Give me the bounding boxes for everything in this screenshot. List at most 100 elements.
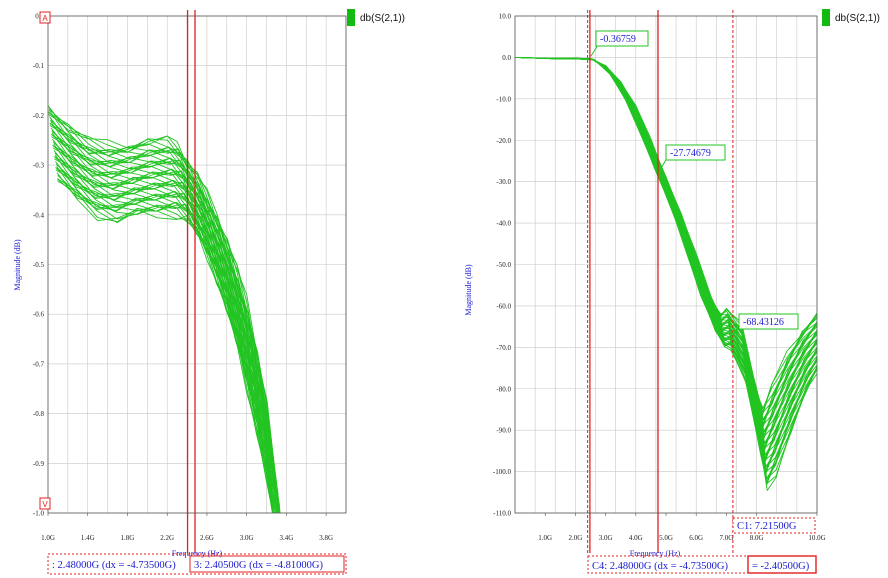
x-tick-label: 1.8G <box>121 534 135 542</box>
series-trace <box>515 56 817 428</box>
y-tick-label: -60.0 <box>496 302 511 310</box>
y-tick-label: -0.1 <box>33 62 45 70</box>
y-tick-label: -110.0 <box>493 510 511 518</box>
right-plot-frame <box>514 15 818 514</box>
left-bottom-flag[interactable]: V <box>39 497 51 510</box>
marker-3[interactable]: -68.43126 <box>732 313 799 336</box>
x-tick-label: 1.0G <box>538 534 552 542</box>
y-tick-label: -80.0 <box>496 385 511 393</box>
y-tick-label: -20.0 <box>496 137 511 145</box>
series-trace <box>516 56 817 433</box>
x-tick-label: 1.4G <box>81 534 95 542</box>
y-tick-label: -0.3 <box>33 162 45 170</box>
y-tick-label: -0.9 <box>33 460 45 468</box>
series-trace <box>49 116 279 496</box>
series-trace <box>516 56 817 437</box>
x-tick-label: 10.0G <box>808 534 825 542</box>
right-chart: 10.0 0.0 -10.0 -20.0 -30.0 -40.0 -50.0 -60.0 -70… <box>464 9 880 574</box>
series-trace <box>517 56 817 449</box>
left-readout-2: 3: 2.40500G (dx = -4.81000G) <box>194 560 323 571</box>
series-trace <box>515 56 817 426</box>
x-tick-label: 1.0G <box>41 534 55 542</box>
series-trace <box>516 56 817 432</box>
left-chart: 0.0-0.1-0.2-0.3-0.4-0.5-0.6-0.7-0.8-0.9-… <box>13 9 405 575</box>
series-trace <box>516 56 817 425</box>
left-grid <box>47 15 347 514</box>
right-grid <box>514 15 818 514</box>
right-readout-c1-text: C1: 7.21500G <box>737 521 797 532</box>
right-legend-swatch <box>822 9 830 26</box>
marker-3-value: -68.43126 <box>743 317 784 328</box>
series-trace <box>518 56 817 461</box>
right-x-axis-label: Frequency (Hz) <box>630 549 681 558</box>
right-curves <box>515 56 817 491</box>
right-readout-c1: C1: 7.21500G <box>732 517 816 534</box>
x-tick-label: 2.2G <box>160 534 174 542</box>
x-tick-label: 3.0G <box>240 534 254 542</box>
x-tick-label: 6.0G <box>689 534 703 542</box>
y-tick-label: -0.8 <box>33 410 45 418</box>
series-trace <box>56 172 273 513</box>
x-tick-label: 3.4G <box>279 534 293 542</box>
y-tick-label: -90.0 <box>496 427 511 435</box>
right-legend-label: db(S(2,1)) <box>835 13 880 24</box>
y-tick-label: -50.0 <box>496 261 511 269</box>
left-readout-strip: : 2.48000G (dx = -4.73500G) 3: 2.40500G … <box>47 553 347 575</box>
y-tick-label: -0.4 <box>33 211 45 219</box>
y-tick-label: -70.0 <box>496 344 511 352</box>
left-plot-frame <box>47 15 347 514</box>
right-legend[interactable]: db(S(2,1)) <box>822 9 880 26</box>
left-cursors <box>186 10 196 553</box>
left-legend[interactable]: db(S(2,1)) <box>347 9 405 26</box>
series-trace <box>515 56 817 413</box>
right-x-ticks: 1.0G 2.0G 3.0G 4.0G 5.0G 6.0G 7.0G 8.0G 10.0G <box>538 513 826 542</box>
series-trace <box>515 56 817 409</box>
series-trace <box>516 56 817 436</box>
series-trace <box>517 56 817 462</box>
left-legend-label: db(S(2,1)) <box>360 13 405 24</box>
marker-2[interactable]: -27.74679 <box>659 144 726 171</box>
series-trace <box>515 56 817 425</box>
series-trace <box>515 56 817 413</box>
marker-2-value: -27.74679 <box>670 148 711 159</box>
marker-1[interactable]: -0.36759 <box>590 30 649 57</box>
x-tick-label: 5.0G <box>659 534 673 542</box>
x-tick-label: 8.0G <box>750 534 764 542</box>
y-tick-label: -1.0 <box>33 510 45 518</box>
series-trace <box>48 105 277 485</box>
x-tick-label: 2.0G <box>568 534 582 542</box>
series-trace <box>516 56 817 450</box>
left-y-axis-label: Magnitude (dB) <box>13 239 22 291</box>
series-trace <box>517 56 817 444</box>
x-tick-label: 3.0G <box>599 534 613 542</box>
series-trace <box>515 56 817 421</box>
y-tick-label: -0.5 <box>33 261 45 269</box>
series-trace <box>52 138 281 513</box>
x-tick-label: 2.6G <box>200 534 214 542</box>
series-trace <box>516 56 817 433</box>
svg-text:A: A <box>42 14 48 23</box>
y-tick-label: -10.0 <box>496 95 511 103</box>
y-tick-label: -40.0 <box>496 220 511 228</box>
right-readout-strip: C4: 2.48000G (dx = -4.73500G) = -2.40500… <box>587 555 817 574</box>
series-trace <box>517 56 817 445</box>
series-trace <box>516 56 817 438</box>
x-tick-label: 7.0G <box>719 534 733 542</box>
series-trace <box>517 56 817 463</box>
marker-1-value: -0.36759 <box>600 34 636 45</box>
left-top-flag[interactable]: A <box>39 11 51 24</box>
right-y-ticks: 10.0 0.0 -10.0 -20.0 -30.0 -40.0 -50.0 -60.0 -70… <box>493 13 512 518</box>
left-y-ticks: 0.0-0.1-0.2-0.3-0.4-0.5-0.6-0.7-0.8-0.9-… <box>33 13 45 518</box>
series-trace <box>517 56 817 460</box>
y-tick-label: -0.7 <box>33 360 45 368</box>
y-tick-label: -100.0 <box>493 468 512 476</box>
svg-text:V: V <box>42 500 48 509</box>
series-trace <box>515 56 817 421</box>
series-trace <box>515 56 817 421</box>
series-trace <box>515 56 817 416</box>
x-tick-label: 3.8G <box>319 534 333 542</box>
right-cursors <box>587 10 734 553</box>
series-trace <box>57 173 274 513</box>
right-readout-1: C4: 2.48000G (dx = -4.73500G) <box>592 561 729 572</box>
